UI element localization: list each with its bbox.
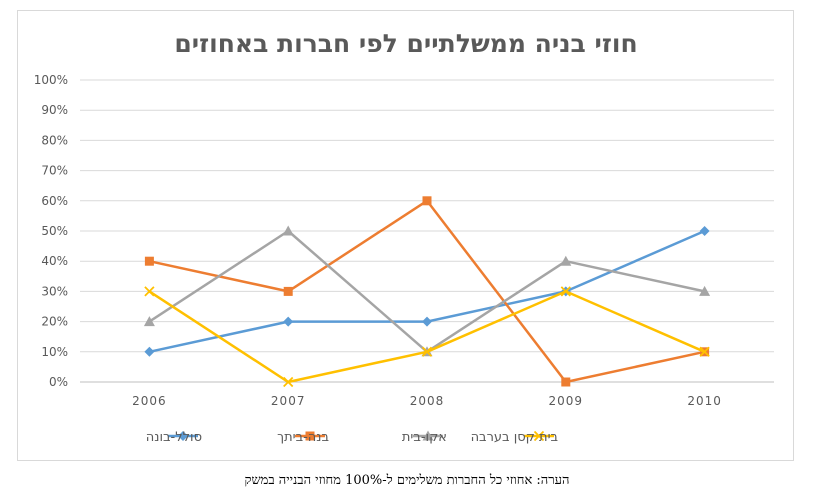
series-lines [143,196,711,388]
triangle-marker [560,255,572,266]
diamond-marker [422,316,432,327]
diamond-marker [283,316,294,327]
x-marker [699,346,710,357]
line-chart: חוזי בניה ממשלתיים לפי חברות באחוזים 0% 1… [34,29,774,445]
square-marker [422,196,432,206]
y-tick-label: 70% [41,164,68,178]
x-tick-label: 2009 [549,394,584,408]
triangle-marker [143,316,155,327]
x-marker [144,286,155,297]
y-tick-label: 50% [41,224,68,238]
x-tick-label: 2008 [410,394,445,408]
y-tick-label: 30% [41,284,68,298]
y-tick-label: 40% [41,254,68,268]
x-axis-tick-labels: 2006 2007 2008 2009 2010 [132,394,722,408]
y-tick-label: 60% [41,194,68,208]
series-line [148,290,706,384]
legend-label: סולל-בונה [146,430,202,445]
triangle-marker [699,285,711,296]
chart-title: חוזי בניה ממשלתיים לפי חברות באחוזים [174,29,637,58]
legend-label: אקו-בית [402,430,447,445]
legend: סולל-בונה בנה-ביתך אקו-בית בית קסן בערבה [146,430,558,445]
y-tick-label: 90% [41,103,68,117]
footnote: הערה: אחוזי כל החברות משלימים ל-100% מחו… [244,473,570,488]
y-tick-label: 0% [49,375,68,389]
series-4 [144,286,710,388]
square-marker [144,256,154,266]
square-marker [561,377,571,387]
y-axis-tick-labels: 0% 10% 20% 30% 40% 50% 60% 70% 80% 90% 100% [34,73,68,389]
y-tick-label: 80% [41,133,68,147]
x-marker [283,376,294,388]
diamond-marker [178,431,188,441]
legend-entry-1: סולל-בונה [146,430,202,445]
x-tick-label: 2006 [132,394,167,408]
legend-label: בנה-ביתך [277,430,329,445]
triangle-marker [282,225,294,236]
square-marker [305,431,315,441]
square-marker [283,286,293,296]
x-marker [533,430,545,442]
x-marker [560,286,571,297]
x-tick-label: 2010 [687,394,722,408]
diamond-marker [699,226,710,236]
triangle-marker [422,430,434,441]
y-tick-label: 10% [41,345,68,359]
chart-frame: חוזי בניה ממשלתיים לפי חברות באחוזים 0% 1… [17,10,794,461]
x-marker [421,346,433,357]
legend-entry-4: בית קסן בערבה [471,430,558,445]
legend-entry-3: אקו-בית [402,430,447,445]
diamond-marker [144,346,155,357]
x-tick-label: 2007 [271,394,306,408]
y-tick-label: 20% [41,315,68,329]
y-tick-label: 100% [34,73,68,87]
legend-entry-2: בנה-ביתך [277,430,329,445]
legend-label: בית קסן בערבה [471,430,558,445]
